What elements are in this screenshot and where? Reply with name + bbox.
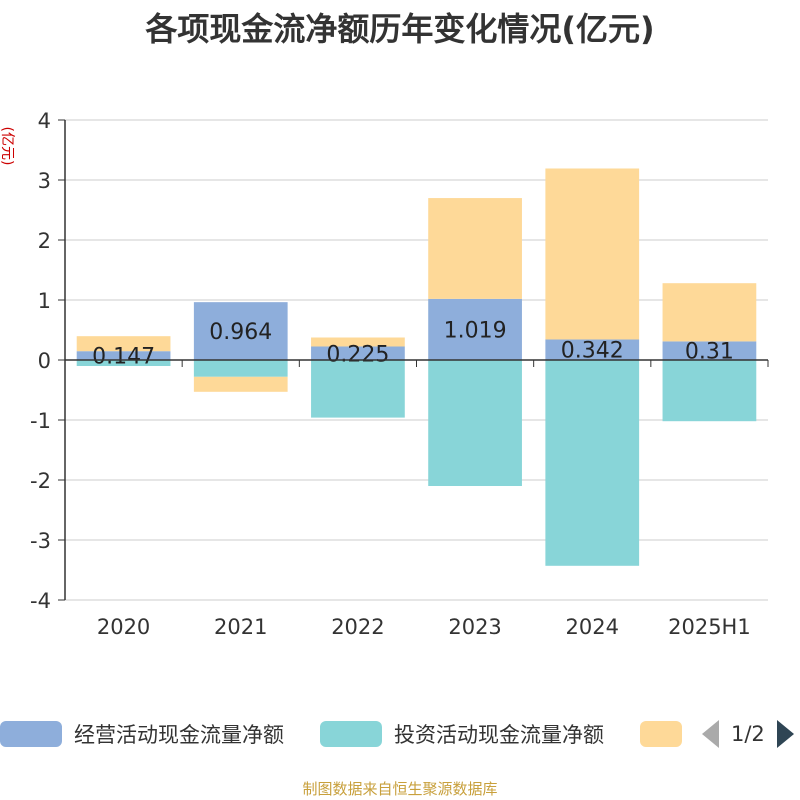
bar-financing: [311, 337, 405, 347]
legend-swatch-investing: [320, 721, 382, 747]
y-tick-label: 3: [38, 169, 51, 193]
bar-operating: [193, 302, 288, 360]
bar-investing: [76, 360, 171, 366]
bar-financing: [545, 168, 640, 340]
legend-pager: 1/2: [702, 716, 794, 752]
bar-investing: [545, 360, 640, 566]
legend-next-arrow-icon[interactable]: [776, 720, 794, 748]
bar-operating: [428, 298, 522, 360]
y-tick-label: -3: [30, 529, 51, 553]
bar-operating: [76, 351, 171, 360]
legend-swatch-financing: [640, 721, 682, 747]
x-tick-label: 2025H1: [668, 615, 751, 639]
bar-financing: [428, 198, 522, 299]
y-tick-label: 0: [38, 349, 51, 373]
legend-item-operating[interactable]: 经营活动现金流量净额: [0, 716, 284, 752]
legend-label-operating: 经营活动现金流量净额: [74, 723, 284, 747]
data-label: 1.019: [444, 318, 507, 343]
bar-operating: [662, 341, 757, 360]
bar-operating: [545, 339, 640, 360]
bar-investing: [662, 360, 757, 422]
data-label: 0.31: [685, 340, 734, 365]
bar-investing: [193, 360, 288, 377]
chart-title: 各项现金流净额历年变化情况(亿元): [145, 10, 655, 48]
bar-operating: [311, 346, 405, 360]
x-tick-label: 2023: [448, 615, 501, 639]
x-tick-label: 2022: [331, 615, 384, 639]
bar-investing: [311, 360, 405, 418]
data-label: 0.964: [209, 320, 272, 345]
x-tick-label: 2021: [214, 615, 267, 639]
x-tick-label: 2024: [566, 615, 619, 639]
y-tick-label: -1: [30, 409, 51, 433]
legend-label-investing: 投资活动现金流量净额: [394, 723, 604, 747]
legend-item-financing[interactable]: [640, 716, 682, 752]
legend-prev-arrow-icon[interactable]: [702, 720, 719, 748]
legend-item-investing[interactable]: 投资活动现金流量净额: [320, 716, 604, 752]
y-tick-label: -4: [30, 589, 51, 613]
bar-financing: [76, 336, 171, 352]
legend-page-indicator: 1/2: [731, 722, 765, 746]
data-source-note: 制图数据来自恒生聚源数据库: [302, 780, 498, 798]
data-label: 0.147: [92, 345, 155, 370]
x-tick-label: 2020: [97, 615, 150, 639]
bar-financing: [193, 376, 288, 392]
y-tick-label: 1: [38, 289, 51, 313]
legend-swatch-operating: [0, 721, 62, 747]
bar-investing: [428, 360, 522, 486]
y-tick-label: 2: [38, 229, 51, 253]
y-tick-label: 4: [38, 109, 51, 133]
data-label: 0.225: [326, 342, 389, 367]
bar-financing: [662, 283, 757, 342]
y-tick-label: -2: [30, 469, 51, 493]
legend: 经营活动现金流量净额 投资活动现金流量净额 1/2: [0, 716, 800, 756]
